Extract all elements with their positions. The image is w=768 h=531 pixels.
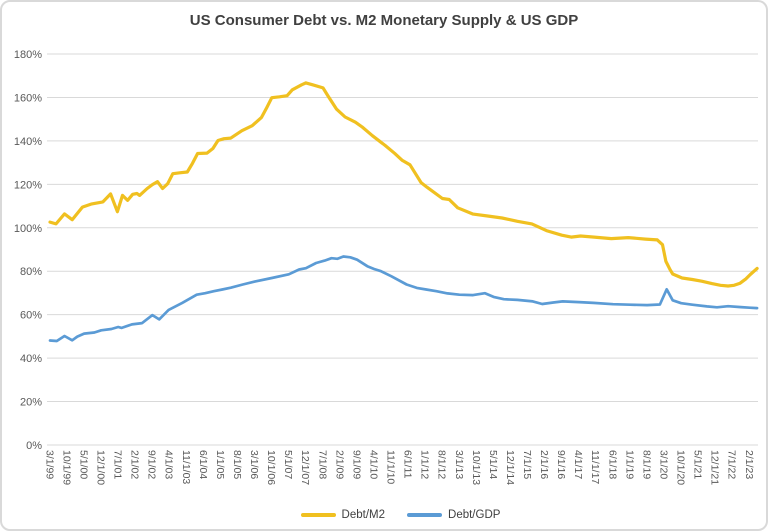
- legend-item-debt-m2: Debt/M2: [300, 509, 386, 521]
- x-axis-tick-label: 4/1/10: [367, 450, 379, 479]
- x-axis-tick-label: 1/1/19: [623, 450, 635, 479]
- x-axis-tick-label: 3/1/06: [248, 450, 260, 479]
- x-axis-tick-label: 1/1/05: [214, 450, 226, 479]
- y-axis-tick-label: 120%: [14, 179, 42, 191]
- x-axis-tick-label: 5/1/07: [282, 450, 294, 479]
- series-line-debt-gdp: [48, 255, 759, 343]
- x-axis-tick-label: 2/1/02: [129, 450, 141, 479]
- x-axis-tick-label: 2/1/09: [333, 450, 345, 479]
- x-axis-tick-label: 10/1/99: [60, 450, 72, 485]
- x-axis-tick-label: 7/1/15: [521, 450, 533, 479]
- x-axis-tick-label: 3/1/20: [657, 450, 669, 479]
- x-axis-tick-label: 12/1/21: [709, 450, 721, 485]
- x-axis-tick-label: 5/1/21: [692, 450, 704, 479]
- x-axis-tick-label: 8/1/05: [231, 450, 243, 479]
- x-axis-tick-label: 11/1/03: [180, 450, 192, 484]
- x-axis-tick-label: 5/1/14: [487, 450, 499, 479]
- x-axis-tick-label: 7/1/22: [726, 450, 738, 479]
- y-axis-tick-label: 0%: [26, 440, 42, 452]
- x-axis-tick-label: 11/1/10: [385, 450, 397, 484]
- y-axis-tick-label: 140%: [14, 136, 42, 148]
- x-axis-tick-label: 8/1/12: [436, 450, 448, 479]
- x-axis-tick-label: 2/1/16: [538, 450, 550, 479]
- x-axis-tick-label: 7/1/01: [112, 450, 124, 479]
- y-axis-tick-label: 160%: [14, 92, 42, 104]
- x-axis-tick-label: 10/1/06: [265, 450, 277, 485]
- series-line-debt-m2: [48, 81, 759, 288]
- x-axis-tick-label: 6/1/11: [402, 450, 414, 479]
- x-axis-tick-label: 4/1/17: [572, 450, 584, 479]
- x-axis-tick-label: 10/1/20: [675, 450, 687, 485]
- x-axis-tick-label: 12/1/07: [299, 450, 311, 485]
- y-axis-tick-label: 20%: [20, 397, 42, 409]
- x-axis-tick-label: 7/1/08: [316, 450, 328, 479]
- x-axis-tick-label: 3/1/13: [453, 450, 465, 479]
- legend-swatch-debt-m2: [300, 513, 336, 517]
- x-axis-tick-label: 4/1/03: [163, 450, 175, 479]
- legend-swatch-debt-gdp: [407, 513, 443, 517]
- x-axis-tick-label: 5/1/00: [77, 450, 89, 479]
- x-axis-tick-label: 11/1/17: [589, 450, 601, 484]
- x-axis-tick-label: 9/1/02: [146, 450, 158, 479]
- legend-label-debt-gdp: Debt/GDP: [448, 509, 501, 521]
- x-axis-tick-label: 2/1/23: [743, 450, 755, 479]
- x-axis-tick-label: 12/1/14: [504, 450, 516, 485]
- y-axis-tick-label: 40%: [20, 353, 42, 365]
- x-axis-tick-label: 9/1/16: [555, 450, 567, 479]
- x-axis-tick-label: 3/1/99: [43, 450, 55, 479]
- x-axis-tick-label: 8/1/19: [640, 450, 652, 479]
- legend-label-debt-m2: Debt/M2: [341, 509, 386, 521]
- x-axis-tick-label: 10/1/13: [470, 450, 482, 485]
- x-axis-tick-label: 9/1/09: [350, 450, 362, 479]
- y-axis-tick-label: 180%: [14, 49, 42, 61]
- x-axis-tick-label: 6/1/18: [606, 450, 618, 479]
- legend-item-debt-gdp: Debt/GDP: [407, 509, 500, 521]
- y-axis-tick-label: 80%: [20, 266, 42, 278]
- x-axis-tick-label: 1/1/12: [419, 450, 431, 479]
- y-axis-tick-label: 100%: [14, 223, 42, 235]
- x-axis-tick-label: 6/1/04: [197, 450, 209, 479]
- chart-title: US Consumer Debt vs. M2 Monetary Supply …: [189, 12, 579, 29]
- x-axis-tick-label: 12/1/00: [95, 450, 107, 485]
- legend: Debt/M2 Debt/GDP: [47, 509, 754, 521]
- y-axis-tick-label: 60%: [20, 310, 42, 322]
